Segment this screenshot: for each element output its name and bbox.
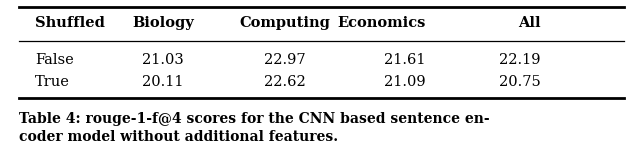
Text: 21.03: 21.03 xyxy=(142,53,184,67)
Text: Computing: Computing xyxy=(239,16,330,30)
Text: 21.09: 21.09 xyxy=(384,75,426,89)
Text: False: False xyxy=(35,53,74,67)
Text: 22.62: 22.62 xyxy=(264,75,306,89)
Text: 20.11: 20.11 xyxy=(143,75,184,89)
Text: Table 4: rouge-1-f@4 scores for the CNN based sentence en-
coder model without a: Table 4: rouge-1-f@4 scores for the CNN … xyxy=(19,112,490,144)
Text: All: All xyxy=(518,16,541,30)
Text: Biology: Biology xyxy=(132,16,194,30)
Text: 22.19: 22.19 xyxy=(499,53,541,67)
Text: 22.97: 22.97 xyxy=(264,53,306,67)
Text: Economics: Economics xyxy=(337,16,426,30)
Text: 20.75: 20.75 xyxy=(499,75,541,89)
Text: True: True xyxy=(35,75,70,89)
Text: Shuffled: Shuffled xyxy=(35,16,105,30)
Text: 21.61: 21.61 xyxy=(384,53,426,67)
